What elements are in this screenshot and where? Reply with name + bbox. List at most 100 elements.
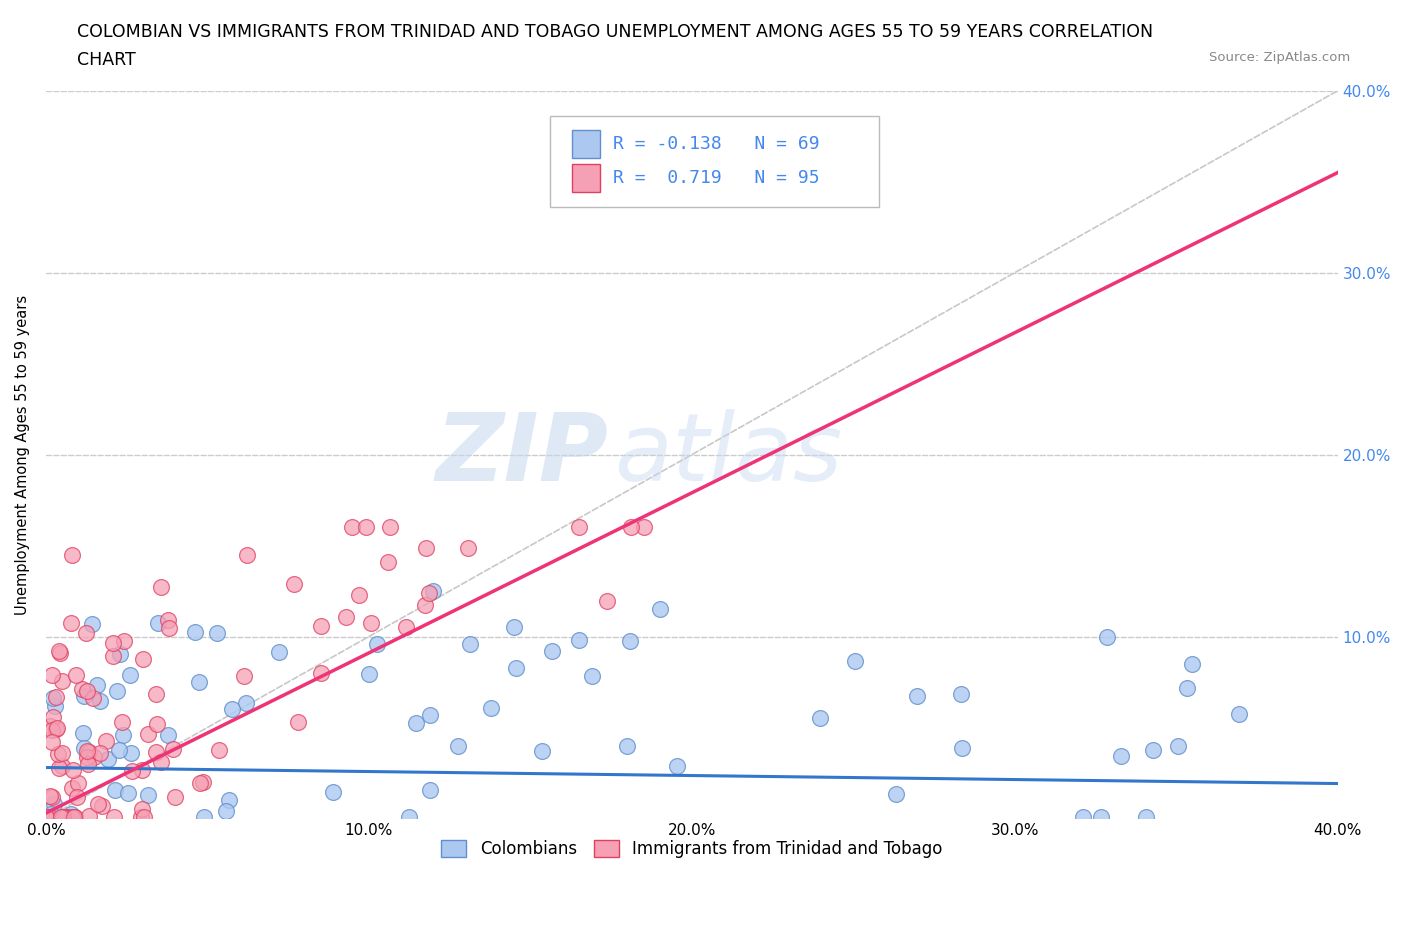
Point (120, 668, 142, 683)
Point (530, 743, 553, 758)
Point (51, 759, 73, 774)
Point (82, 691, 104, 706)
Point (76, 757, 98, 772)
Point (1167, 738, 1189, 753)
Point (541, 644, 564, 658)
Point (62, 809, 84, 824)
Point (503, 620, 526, 635)
Point (232, 669, 254, 684)
Point (103, 809, 125, 824)
Point (53, 809, 76, 824)
Point (70, 682, 93, 697)
Point (1135, 809, 1157, 824)
Point (1227, 707, 1250, 722)
Point (132, 652, 155, 667)
Point (418, 585, 440, 600)
Point (72, 726, 94, 741)
Point (55, 809, 77, 824)
Point (39, 718, 62, 733)
Point (235, 696, 257, 711)
Point (87, 796, 110, 811)
Point (215, 804, 238, 818)
Point (107, 742, 129, 757)
Point (146, 616, 169, 631)
Point (620, 520, 643, 535)
Point (378, 520, 401, 535)
Point (366, 636, 388, 651)
Point (83, 750, 105, 764)
Point (162, 742, 184, 757)
Point (150, 755, 173, 770)
Point (62, 763, 84, 777)
Point (129, 809, 152, 824)
Point (419, 708, 441, 723)
Point (136, 727, 159, 742)
Point (134, 809, 156, 824)
Point (163, 790, 186, 804)
Point (39, 809, 62, 824)
Point (1142, 742, 1164, 757)
Point (89, 693, 111, 708)
Point (267, 644, 290, 659)
Point (35, 809, 58, 824)
Point (221, 702, 243, 717)
Point (76, 744, 98, 759)
Point (886, 786, 908, 801)
Point (41, 668, 63, 683)
Point (86, 677, 108, 692)
Point (505, 661, 527, 676)
Point (45, 690, 67, 705)
Text: CHART: CHART (77, 51, 136, 69)
Point (949, 686, 972, 701)
Point (101, 635, 124, 650)
Point (157, 727, 180, 742)
Point (357, 667, 380, 682)
FancyBboxPatch shape (572, 130, 600, 158)
Point (844, 653, 866, 668)
Point (41, 690, 63, 705)
Point (48, 644, 70, 658)
Point (950, 741, 973, 756)
Point (65, 668, 87, 683)
Point (66, 776, 89, 790)
Point (666, 759, 689, 774)
Point (311, 618, 333, 633)
Point (136, 788, 159, 803)
Point (41, 735, 63, 750)
Text: COLOMBIAN VS IMMIGRANTS FROM TRINIDAD AND TOBAGO UNEMPLOYMENT AMONG AGES 55 TO 5: COLOMBIAN VS IMMIGRANTS FROM TRINIDAD AN… (77, 23, 1153, 41)
Point (188, 675, 211, 690)
Point (322, 784, 344, 799)
Point (75, 626, 97, 641)
Point (76, 750, 98, 764)
Text: R = -0.138   N = 69: R = -0.138 N = 69 (613, 135, 820, 153)
Point (347, 588, 370, 603)
Point (1071, 809, 1094, 824)
Text: R =  0.719   N = 95: R = 0.719 N = 95 (613, 169, 820, 187)
Point (405, 716, 427, 731)
Point (1175, 681, 1198, 696)
Point (131, 763, 153, 777)
Point (808, 711, 831, 725)
Point (648, 602, 671, 617)
Point (218, 792, 240, 807)
Point (633, 520, 655, 535)
Point (460, 637, 482, 652)
Point (283, 577, 305, 591)
Point (596, 593, 619, 608)
Point (568, 520, 591, 535)
Point (46, 746, 69, 761)
Point (49, 809, 72, 824)
Point (413, 597, 436, 612)
Point (340, 520, 363, 535)
Point (419, 782, 441, 797)
Point (46, 721, 69, 736)
Text: ZIP: ZIP (434, 408, 607, 500)
Point (44, 722, 66, 737)
Point (103, 648, 125, 663)
Point (121, 764, 143, 778)
Point (1097, 630, 1119, 644)
Point (150, 579, 173, 594)
Point (616, 739, 638, 754)
Point (60, 809, 83, 824)
Point (422, 584, 444, 599)
